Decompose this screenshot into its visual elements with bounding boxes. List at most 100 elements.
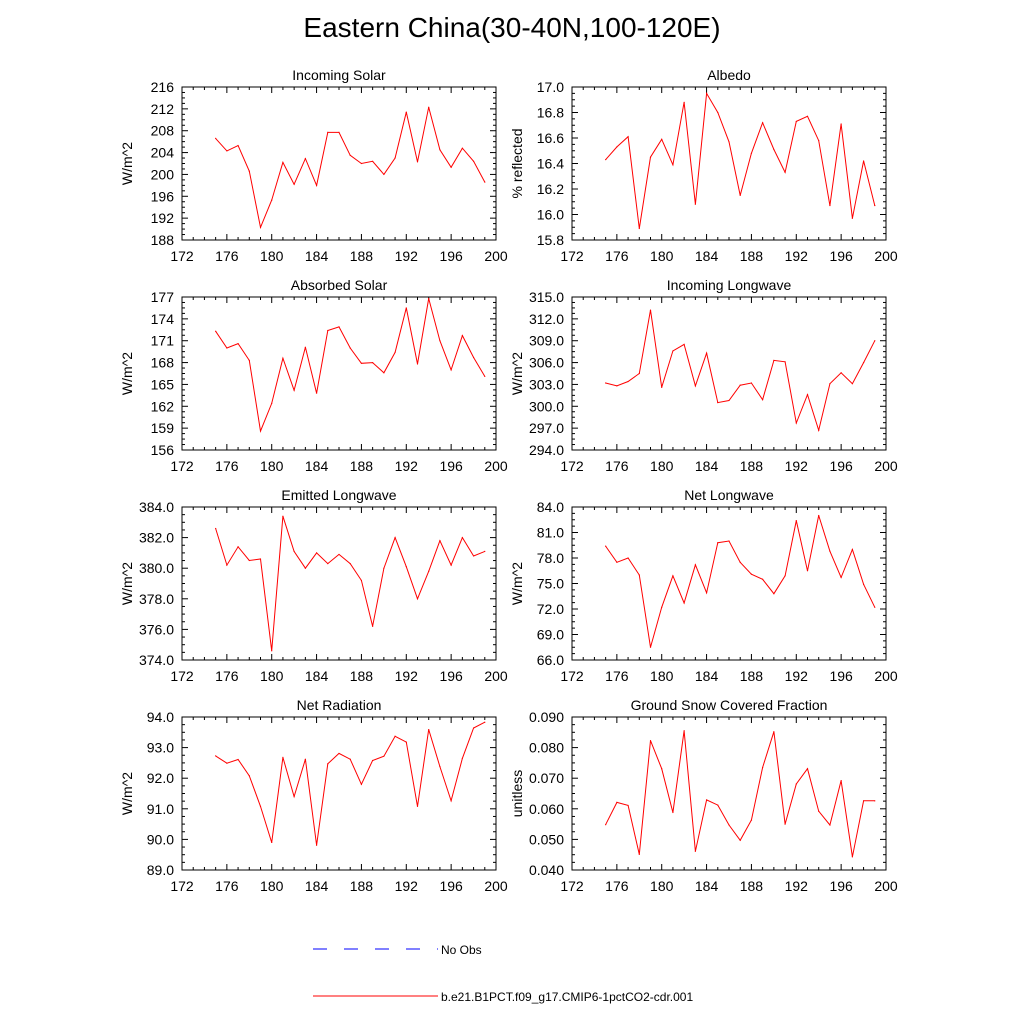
data-point: [282, 756, 284, 758]
y-axis-label: W/m^2: [509, 562, 525, 605]
y-tick-label: 0.050: [529, 831, 564, 847]
data-point: [293, 795, 295, 798]
series-line: [605, 730, 875, 857]
data-point: [739, 561, 741, 563]
y-tick-label: 196: [151, 188, 175, 204]
data-point: [484, 375, 486, 378]
x-tick-label: 200: [484, 668, 508, 684]
data-point: [259, 430, 262, 432]
x-tick-label: 196: [829, 248, 853, 264]
data-point: [282, 357, 284, 359]
x-tick-label: 188: [740, 458, 764, 474]
data-point: [717, 804, 719, 806]
data-point: [874, 340, 876, 342]
data-point: [829, 550, 831, 552]
data-point: [248, 359, 250, 361]
data-point: [728, 399, 730, 402]
series-line: [215, 721, 486, 846]
data-point: [750, 819, 753, 821]
data-point: [248, 775, 250, 777]
data-point: [661, 768, 663, 770]
series-line: [605, 91, 876, 229]
data-point: [416, 805, 419, 807]
panel-2: Absorbed Solar W/m^2 172 176 180 184 188 192 196…: [119, 277, 508, 474]
data-point: [705, 352, 708, 354]
data-point: [806, 768, 809, 770]
data-point: [638, 372, 640, 375]
data-point: [616, 561, 618, 563]
x-tick-label: 180: [260, 458, 284, 474]
data-point: [649, 156, 652, 158]
plot-frame: [571, 506, 887, 661]
data-point: [383, 567, 385, 569]
y-tick-label: 69.0: [537, 627, 564, 643]
data-point: [717, 542, 719, 544]
x-tick-label: 184: [305, 248, 329, 264]
y-tick-label: 378.0: [139, 591, 174, 607]
x-tick-label: 184: [695, 668, 719, 684]
data-point: [851, 383, 853, 385]
data-point: [829, 383, 831, 385]
x-tick-label: 196: [829, 668, 853, 684]
data-point: [784, 823, 786, 825]
data-point: [428, 297, 430, 300]
data-point: [694, 385, 696, 387]
data-point: [638, 227, 640, 230]
x-tick-label: 180: [260, 878, 284, 894]
panel-3: Incoming Longwave W/m^2 172 176 180 184 188 192…: [509, 277, 898, 474]
y-tick-label: 0.080: [529, 740, 564, 756]
y-tick-label: 200: [151, 166, 175, 182]
data-point: [405, 566, 407, 568]
data-point: [450, 564, 452, 566]
data-point: [874, 800, 876, 802]
data-point: [472, 555, 475, 557]
x-tick-label: 200: [874, 248, 898, 264]
data-point: [627, 136, 629, 138]
data-point: [806, 394, 809, 396]
data-point: [226, 347, 228, 349]
x-tick-label: 200: [874, 458, 898, 474]
data-point: [484, 181, 486, 183]
data-point: [627, 557, 629, 559]
x-tick-label: 180: [650, 458, 674, 474]
data-point: [818, 514, 820, 517]
data-point: [705, 92, 708, 94]
y-tick-label: 315.0: [529, 289, 564, 305]
data-point: [304, 346, 306, 348]
data-point: [649, 646, 652, 648]
y-tick-label: 162: [151, 398, 175, 414]
data-point: [661, 138, 663, 140]
data-point: [439, 149, 441, 151]
y-tick-label: 15.8: [537, 232, 564, 248]
panel-6: Net Radiation W/m^2 172 176 180 184 188 192 196 2…: [119, 697, 508, 894]
y-tick-label: 312.0: [529, 311, 564, 327]
data-point: [461, 147, 463, 149]
data-point: [750, 382, 753, 384]
data-point: [484, 550, 486, 552]
y-tick-label: 0.060: [529, 801, 564, 817]
x-tick-label: 184: [305, 458, 329, 474]
x-tick-label: 188: [740, 878, 764, 894]
data-point: [349, 154, 351, 156]
x-tick-label: 188: [350, 878, 374, 894]
y-tick-label: 300.0: [529, 398, 564, 414]
x-tick-label: 192: [395, 458, 419, 474]
y-tick-label: 90.0: [147, 831, 174, 847]
data-point: [484, 721, 486, 723]
plot-frame: [181, 296, 497, 451]
x-tick-label: 184: [305, 878, 329, 894]
legend: No Obs b.e21.B1PCT.f09_g17.CMIP6-1pctCO2-…: [313, 943, 693, 1004]
y-tick-label: 374.0: [139, 652, 174, 668]
data-point: [282, 515, 284, 517]
plot-frame: [571, 296, 887, 451]
data-point: [605, 545, 607, 547]
x-tick-label: 196: [439, 458, 463, 474]
data-point: [405, 307, 407, 309]
x-tick-label: 172: [560, 458, 584, 474]
series-line: [605, 310, 876, 433]
data-point: [874, 606, 876, 608]
x-tick-label: 176: [605, 878, 629, 894]
y-tick-label: 380.0: [139, 560, 174, 576]
data-point: [405, 741, 407, 743]
